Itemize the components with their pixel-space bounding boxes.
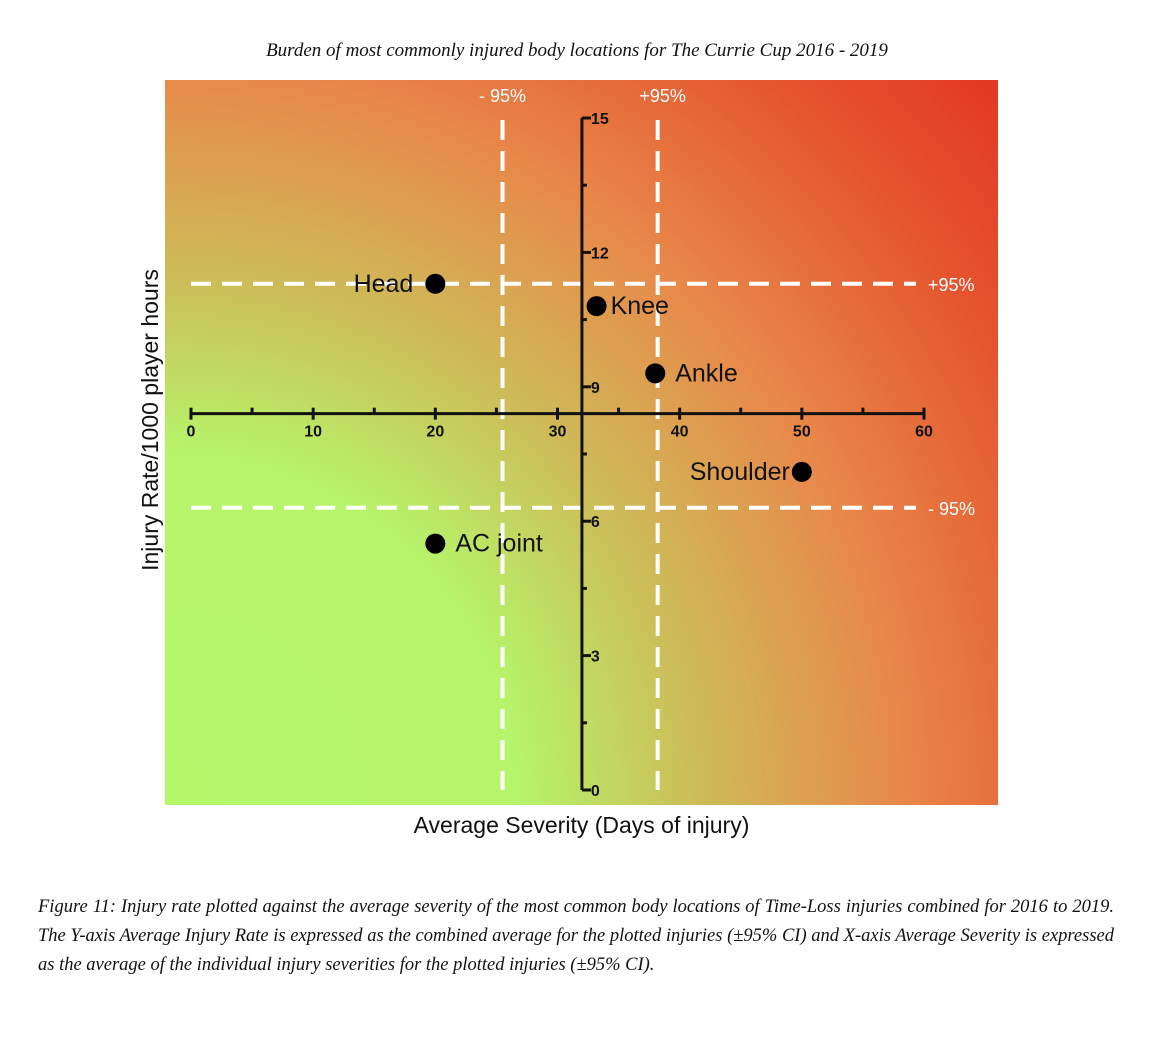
x-tick-label: 40 (671, 424, 689, 441)
y-tick-label: 0 (591, 783, 600, 800)
reference-label-x-upper: +95% (639, 86, 686, 106)
y-tick-label: 3 (591, 649, 600, 666)
data-point-ac-joint (425, 533, 446, 554)
x-tick-label: 0 (187, 424, 196, 441)
y-tick-label: 9 (591, 380, 600, 397)
x-tick-label: 30 (549, 424, 567, 441)
data-label-knee: Knee (611, 292, 669, 320)
data-label-ankle: Ankle (675, 359, 738, 387)
data-label-shoulder: Shoulder (690, 458, 790, 486)
x-tick-label: 60 (915, 424, 933, 441)
reference-label-y-upper: +95% (928, 275, 975, 295)
y-axis-label: Injury Rate/1000 player hours (137, 269, 163, 571)
y-tick-label: 15 (591, 111, 609, 128)
reference-label-x-lower: - 95% (479, 86, 526, 106)
chart-title: Burden of most commonly injured body loc… (266, 40, 888, 61)
reference-label-y-lower: - 95% (928, 499, 975, 519)
x-tick-label: 10 (304, 424, 322, 441)
y-tick-label: 6 (591, 514, 600, 531)
y-tick-label: 12 (591, 245, 609, 262)
data-label-head: Head (354, 270, 414, 298)
data-label-ac-joint: AC joint (455, 530, 543, 558)
x-axis-label: Average Severity (Days of injury) (413, 812, 750, 838)
data-point-knee (586, 296, 607, 317)
data-point-shoulder (791, 461, 812, 482)
data-point-head (425, 273, 446, 294)
figure-caption: Figure 11: Injury rate plotted against t… (38, 897, 1114, 975)
data-point-ankle (645, 363, 666, 384)
x-tick-label: 50 (793, 424, 811, 441)
x-tick-label: 20 (426, 424, 444, 441)
